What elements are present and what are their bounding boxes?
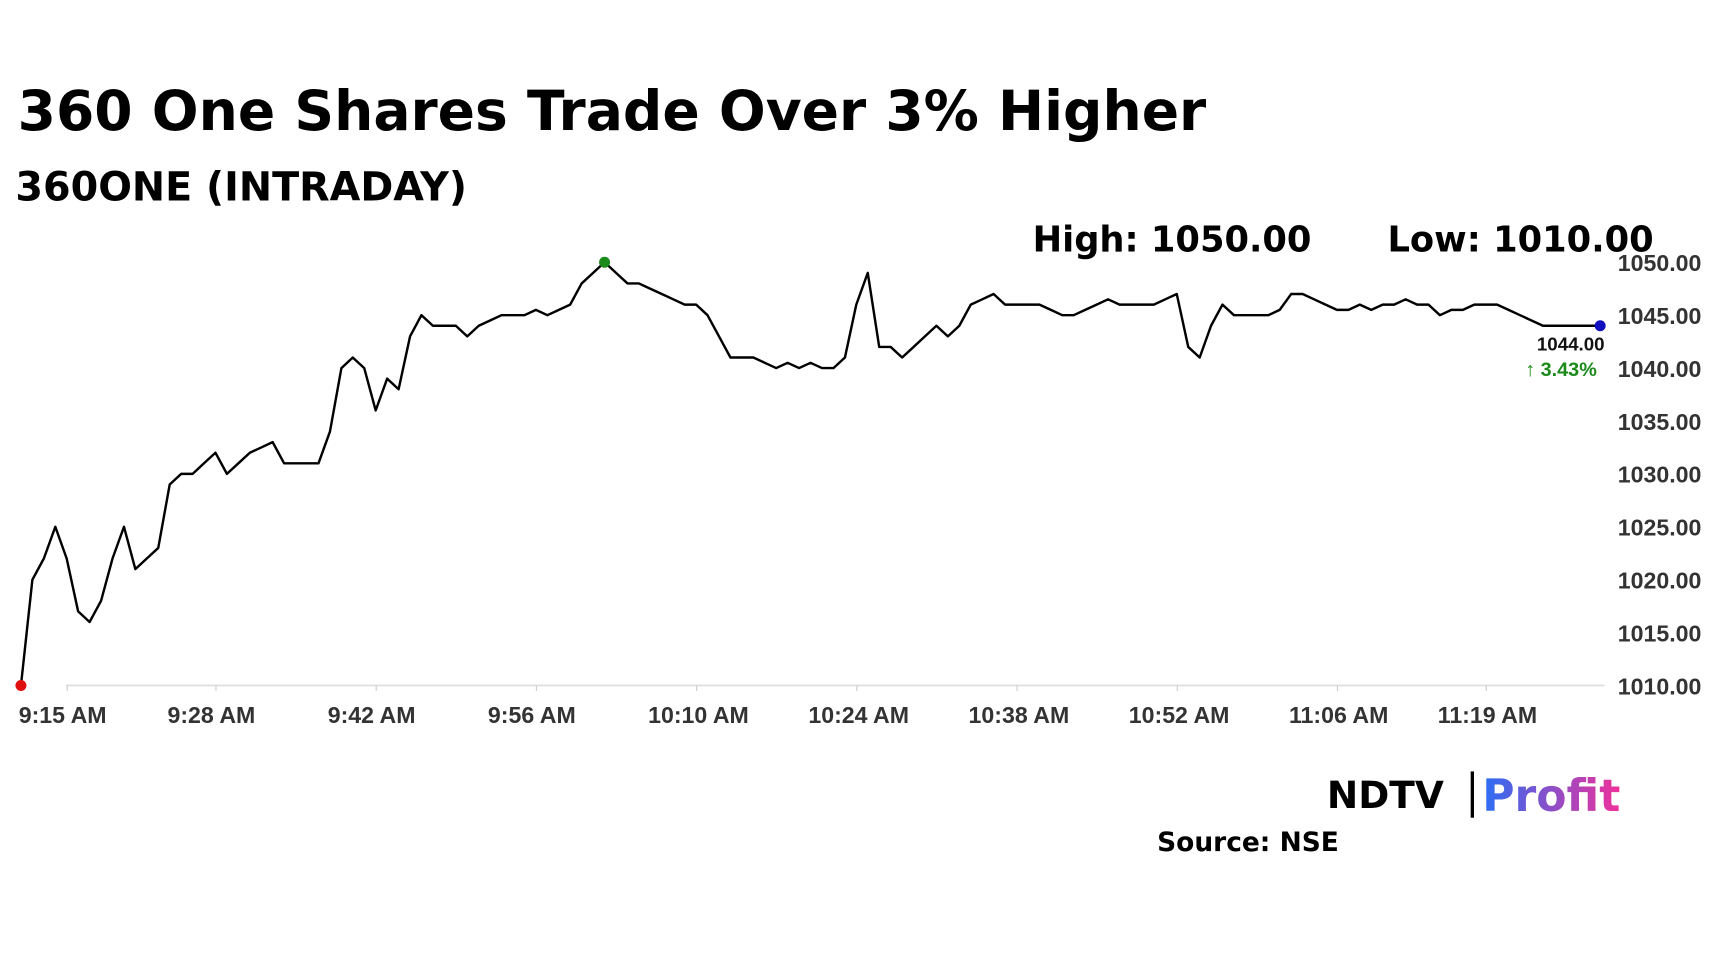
y-tick-label: 1050.00 xyxy=(1618,250,1702,276)
x-tick-label: 9:42 AM xyxy=(328,702,416,728)
point-marker xyxy=(1594,320,1606,332)
x-tick-label: 10:38 AM xyxy=(969,702,1070,728)
low-label: Low: 1010.00 xyxy=(1387,219,1653,260)
y-tick-label: 1020.00 xyxy=(1618,567,1702,593)
source: Source: NSE xyxy=(1157,827,1339,858)
price-line xyxy=(19,261,1601,686)
y-tick-label: 1035.00 xyxy=(1618,409,1702,435)
y-tick-label: 1010.00 xyxy=(1618,673,1702,699)
x-tick-label: 9:28 AM xyxy=(168,702,256,728)
x-tick-label: 10:10 AM xyxy=(648,702,749,728)
x-tick-label: 11:19 AM xyxy=(1438,702,1537,728)
high-label: High: 1050.00 xyxy=(1033,219,1312,260)
chart-subtitle: 360ONE (INTRADAY) xyxy=(15,165,467,211)
x-tick-label: 9:56 AM xyxy=(488,702,576,728)
point-marker xyxy=(599,256,611,268)
logo-ndtv: NDTV xyxy=(1327,773,1444,817)
x-tick-label: 10:52 AM xyxy=(1129,702,1230,728)
y-tick-label: 1030.00 xyxy=(1618,462,1702,488)
y-tick-label: 1045.00 xyxy=(1618,303,1702,329)
point-marker xyxy=(15,679,27,691)
logo-profit: Profit xyxy=(1482,771,1620,822)
y-tick-label: 1025.00 xyxy=(1618,515,1702,541)
x-tick-label: 10:24 AM xyxy=(808,702,909,728)
x-tick-label: 11:06 AM xyxy=(1289,702,1388,728)
y-tick-label: 1040.00 xyxy=(1618,356,1702,382)
last-price: 1044.00 xyxy=(1537,333,1605,354)
chart-title: 360 One Shares Trade Over 3% Higher xyxy=(18,79,1207,143)
change-label: ↑ 3.43% xyxy=(1525,359,1597,381)
y-tick-label: 1015.00 xyxy=(1618,620,1702,646)
x-tick-label: 9:15 AM xyxy=(19,702,107,728)
